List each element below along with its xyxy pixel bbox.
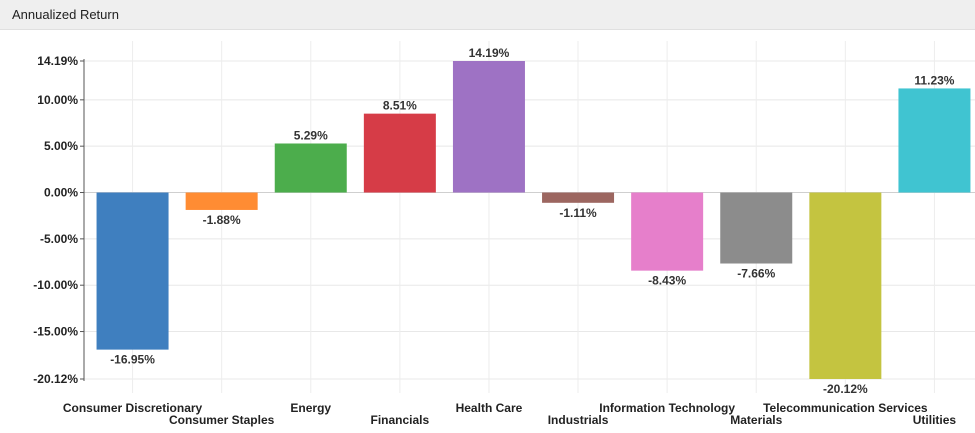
bar-value-label: -1.88%: [203, 213, 241, 227]
y-tick-label: 10.00%: [37, 93, 78, 107]
y-tick-label: -5.00%: [40, 232, 78, 246]
bar-financials[interactable]: [363, 113, 436, 193]
bar-value-label: -16.95%: [110, 353, 155, 367]
bar-consumer-staples[interactable]: [185, 192, 258, 210]
bar-information-technology[interactable]: [631, 192, 704, 271]
bar-value-label: 14.19%: [469, 46, 510, 60]
x-category-label: Materials: [730, 413, 782, 427]
y-tick-label: -15.00%: [33, 325, 78, 339]
bar-energy[interactable]: [274, 143, 347, 193]
panel-header: Annualized Return: [0, 0, 975, 30]
y-tick-label: 0.00%: [44, 186, 78, 200]
bar-value-label: -7.66%: [737, 267, 775, 281]
y-tick-label: -10.00%: [33, 278, 78, 292]
y-tick-label: 5.00%: [44, 139, 78, 153]
x-category-label: Utilities: [913, 413, 957, 427]
x-category-label: Industrials: [548, 413, 609, 427]
chart-bars: [96, 61, 971, 379]
chart-axis: 14.19% 10.00% 5.00% 0.00% -5.00% -10.00% -15.0…: [33, 54, 85, 386]
bar-value-label: 8.51%: [383, 99, 417, 113]
x-category-label: Telecommunication Services: [763, 401, 928, 415]
x-category-label: Consumer Discretionary: [63, 401, 203, 415]
bar-telecommunication-services[interactable]: [809, 192, 882, 379]
y-tick-label: 14.19%: [37, 54, 78, 68]
chart-labels: -16.95% Consumer Discretionary -1.88% Consu…: [63, 46, 957, 427]
bar-value-label: -1.11%: [559, 206, 597, 220]
bar-utilities[interactable]: [898, 88, 971, 193]
bar-value-label: 11.23%: [914, 73, 954, 87]
bar-health-care[interactable]: [452, 61, 525, 193]
bar-industrials[interactable]: [542, 192, 615, 203]
x-category-label: Financials: [371, 413, 430, 427]
bar-materials[interactable]: [720, 192, 793, 264]
bar-value-label: -8.43%: [648, 274, 686, 288]
x-category-label: Health Care: [456, 401, 523, 415]
panel-title: Annualized Return: [12, 7, 119, 22]
x-category-label: Energy: [290, 401, 331, 415]
y-tick-label: -20.12%: [33, 372, 78, 386]
bar-value-label: -20.12%: [823, 382, 868, 396]
bar-value-label: 5.29%: [294, 128, 328, 142]
bar-consumer-discretionary[interactable]: [96, 192, 169, 350]
x-category-label: Consumer Staples: [169, 413, 275, 427]
x-category-label: Information Technology: [599, 401, 735, 415]
